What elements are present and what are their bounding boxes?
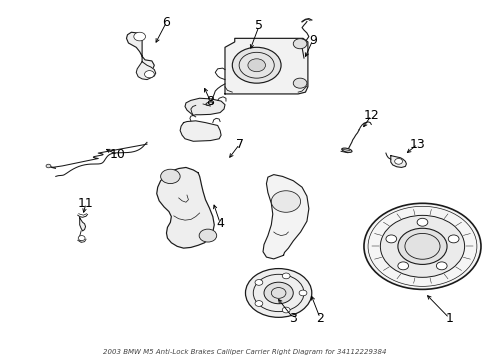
Text: 1: 1 (445, 311, 452, 325)
Circle shape (363, 203, 480, 289)
Circle shape (293, 78, 306, 88)
Polygon shape (80, 218, 85, 231)
Polygon shape (390, 156, 406, 167)
Circle shape (385, 235, 396, 243)
Text: 9: 9 (308, 33, 316, 47)
Circle shape (46, 164, 51, 168)
Circle shape (299, 290, 306, 296)
Text: 7: 7 (235, 138, 243, 150)
Text: 10: 10 (110, 148, 125, 161)
Circle shape (435, 262, 446, 270)
Polygon shape (184, 98, 224, 116)
Text: 4: 4 (216, 216, 224, 230)
Circle shape (254, 301, 262, 306)
Circle shape (247, 59, 265, 72)
Circle shape (282, 307, 289, 313)
Circle shape (134, 32, 145, 41)
Ellipse shape (341, 148, 351, 152)
Text: 2003 BMW M5 Anti-Lock Brakes Calliper Carrier Right Diagram for 34112229384: 2003 BMW M5 Anti-Lock Brakes Calliper Ca… (102, 349, 386, 355)
Circle shape (293, 39, 306, 49)
Polygon shape (224, 39, 307, 94)
Circle shape (199, 229, 216, 242)
Circle shape (397, 262, 408, 270)
Circle shape (245, 269, 311, 318)
Circle shape (397, 228, 446, 264)
Ellipse shape (205, 102, 212, 105)
Text: 3: 3 (289, 311, 297, 325)
Circle shape (144, 71, 154, 78)
Circle shape (394, 158, 402, 164)
Circle shape (380, 215, 464, 277)
Circle shape (160, 169, 180, 184)
Polygon shape (126, 32, 154, 69)
Circle shape (78, 235, 85, 240)
Circle shape (232, 47, 281, 83)
Polygon shape (180, 121, 221, 141)
Polygon shape (136, 62, 156, 80)
Polygon shape (263, 175, 308, 259)
Circle shape (254, 280, 262, 285)
Circle shape (416, 218, 427, 226)
Text: 12: 12 (363, 109, 378, 122)
Text: 5: 5 (255, 19, 263, 32)
Circle shape (447, 235, 458, 243)
Circle shape (282, 273, 289, 279)
Text: 2: 2 (316, 311, 324, 325)
Circle shape (264, 282, 293, 304)
Circle shape (271, 191, 300, 212)
Text: 6: 6 (162, 16, 170, 29)
Text: 11: 11 (78, 197, 94, 210)
Polygon shape (157, 167, 214, 248)
Text: 8: 8 (206, 95, 214, 108)
Text: 13: 13 (409, 138, 425, 150)
